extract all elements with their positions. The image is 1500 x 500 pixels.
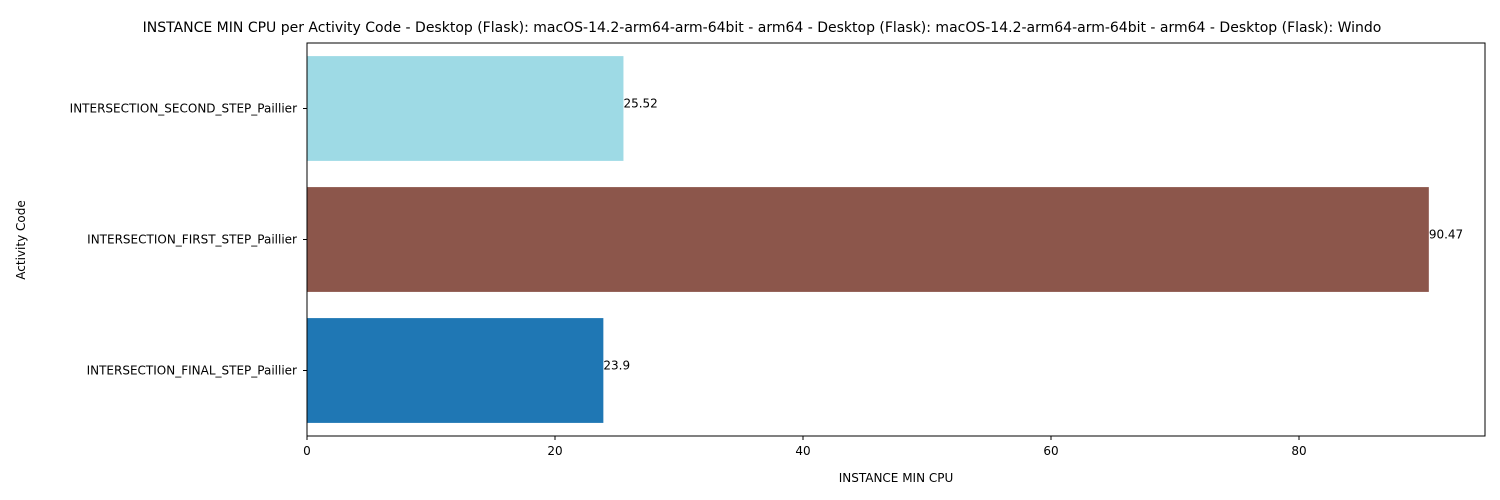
data-label: 90.47	[1429, 228, 1463, 242]
y-axis-ticks: INTERSECTION_FINAL_STEP_Paillier INTERSEC…	[70, 102, 307, 378]
x-tick-label: 20	[547, 444, 562, 458]
y-tick-label: INTERSECTION_SECOND_STEP_Paillier	[70, 102, 297, 116]
x-axis-label: INSTANCE MIN CPU	[839, 471, 954, 485]
data-label: 25.52	[623, 97, 657, 111]
bar-intersection-final-step-paillier	[307, 318, 604, 423]
x-axis-ticks: 0 20 40 60 80	[303, 436, 1307, 458]
y-tick-label: INTERSECTION_FINAL_STEP_Paillier	[87, 364, 297, 378]
bar-intersection-second-step-paillier	[307, 56, 624, 161]
x-tick-label: 40	[795, 444, 810, 458]
x-tick-label: 0	[303, 444, 311, 458]
chart-title: INSTANCE MIN CPU per Activity Code - Des…	[143, 20, 1382, 36]
bars-group	[307, 56, 1429, 423]
plot-frame	[306, 42, 1486, 437]
y-axis-label: Activity Code	[14, 200, 28, 279]
x-tick-label: 80	[1291, 444, 1306, 458]
data-label: 23.9	[603, 359, 630, 373]
bar-intersection-first-step-paillier	[307, 187, 1429, 292]
x-tick-label: 60	[1043, 444, 1058, 458]
data-labels-group: 23.9 90.47 25.52	[603, 97, 1463, 373]
y-tick-label: INTERSECTION_FIRST_STEP_Paillier	[87, 233, 297, 247]
